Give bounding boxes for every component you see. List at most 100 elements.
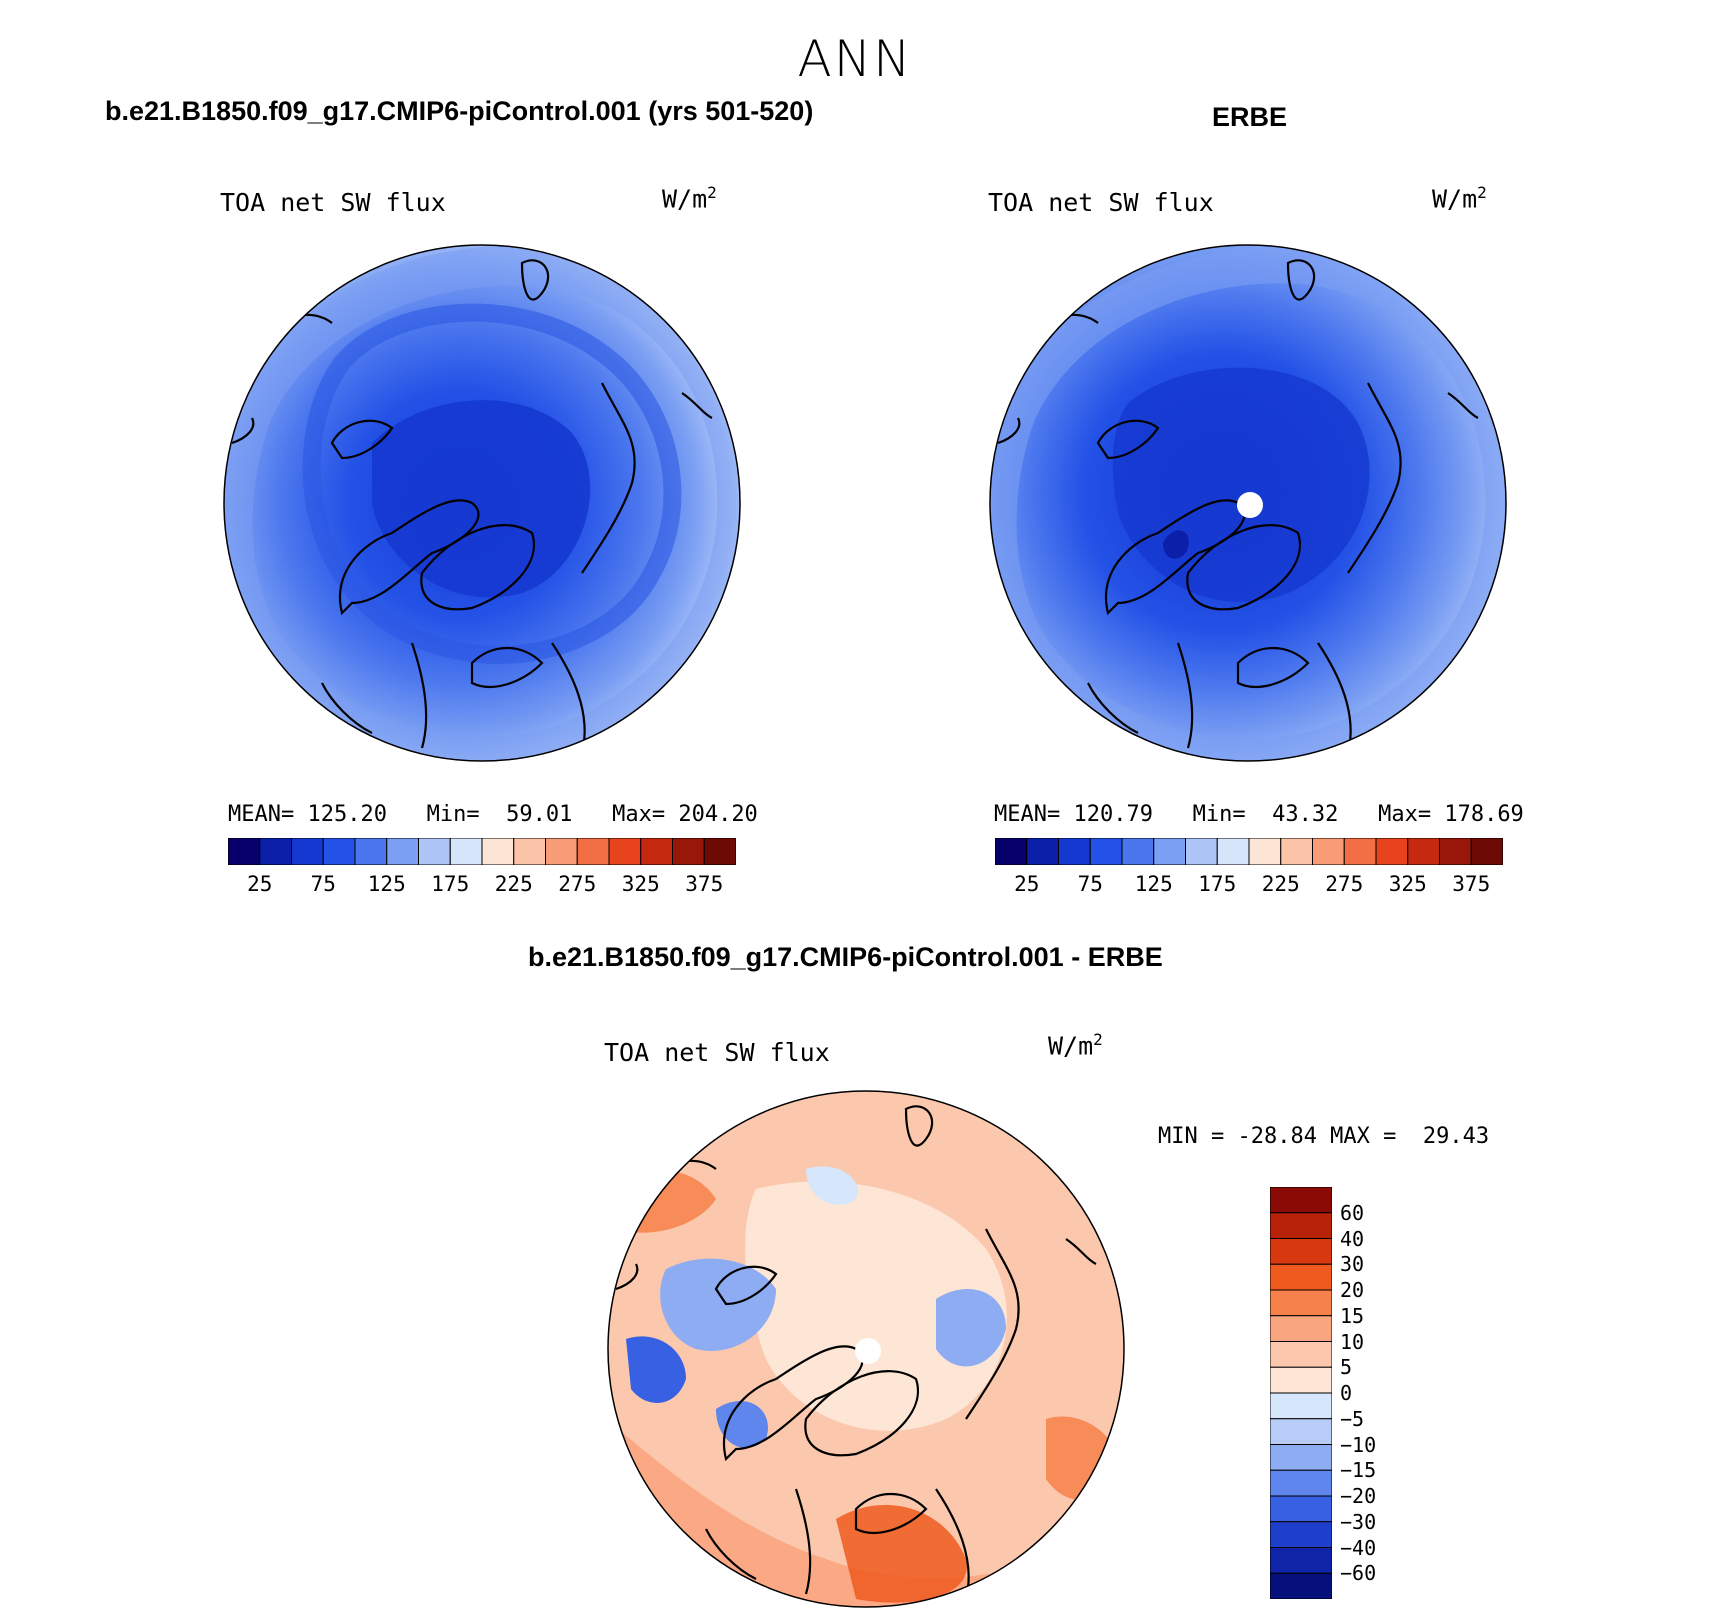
panel3-stats: MIN = -28.84 MAX = 29.43	[1158, 1124, 1490, 1149]
colorbar-swatch	[228, 838, 261, 865]
panel3-units: W/m2	[1048, 1030, 1103, 1061]
panel3-colorbar	[1270, 1187, 1332, 1599]
colorbar-swatch	[1153, 838, 1186, 865]
colorbar-swatch	[1270, 1392, 1332, 1420]
colorbar-swatch	[1270, 1469, 1332, 1497]
colorbar-swatch	[1439, 838, 1472, 865]
panel2-case-title: ERBE	[1212, 102, 1288, 132]
colorbar-swatch	[1270, 1289, 1332, 1317]
panel1-variable-label: TOA net SW flux	[220, 188, 446, 217]
panel3-negative-greenland	[716, 1400, 768, 1448]
panel2-pole-gap	[1237, 492, 1263, 518]
colorbar-swatch	[418, 838, 451, 865]
panel2-contour-min	[1163, 530, 1189, 559]
colorbar-swatch	[1270, 1212, 1332, 1239]
panel3-case-title: b.e21.B1850.f09_g17.CMIP6-piControl.001 …	[528, 942, 1163, 972]
panel1-coastlines	[231, 259, 713, 754]
figure-title: ANN	[797, 30, 913, 88]
colorbar-swatch	[1312, 838, 1345, 865]
panel2-variable-label: TOA net SW flux	[988, 188, 1214, 217]
colorbar-swatch	[513, 838, 546, 865]
panel1-units: W/m2	[662, 183, 717, 214]
colorbar-swatch	[386, 838, 419, 865]
panel3-variable-label: TOA net SW flux	[604, 1038, 830, 1067]
colorbar-tick-label: 75	[310, 872, 336, 896]
colorbar-swatch	[703, 838, 736, 865]
colorbar-swatch	[1270, 1187, 1332, 1214]
colorbar-swatch	[1121, 838, 1155, 865]
colorbar-tick-label: 175	[1198, 872, 1237, 896]
colorbar-swatch	[1270, 1547, 1332, 1574]
panel1-map-border	[223, 244, 741, 762]
colorbar-tick-label: 40	[1340, 1226, 1365, 1251]
colorbar-swatch	[449, 838, 483, 865]
colorbar-tick-label: 175	[431, 872, 470, 896]
colorbar-tick-label: 375	[685, 872, 724, 896]
panel1-case-title: b.e21.B1850.f09_g17.CMIP6-piControl.001 …	[105, 96, 814, 126]
colorbar-tick-label: 25	[247, 872, 273, 896]
colorbar-tick-label: 20	[1340, 1278, 1365, 1302]
colorbar-tick-label: −20	[1340, 1484, 1377, 1508]
colorbar-swatch	[640, 838, 673, 865]
colorbar-tick-label: 275	[1325, 872, 1364, 896]
panel2-colorbar	[995, 838, 1503, 865]
colorbar-swatch	[1270, 1572, 1332, 1599]
panel3-negative-east	[936, 1289, 1006, 1367]
colorbar-swatch	[1470, 838, 1503, 865]
colorbar-swatch	[995, 838, 1028, 865]
colorbar-swatch	[1407, 838, 1440, 865]
colorbar-tick-label: −15	[1340, 1458, 1377, 1483]
panel3-colorbar-ticks: 60 40 30 20 15 10 5 0 −5 −10 −15 −20 −30 −40 −60	[1340, 1187, 1460, 1599]
colorbar-swatch	[1216, 838, 1250, 865]
panel1-stats: MEAN= 125.20 Min= 59.01 Max= 204.20	[228, 802, 758, 827]
panel3-slight-negative	[806, 1166, 858, 1205]
panel2-stats: MEAN= 120.79 Min= 43.32 Max= 178.69	[994, 802, 1524, 827]
colorbar-tick-label: 125	[367, 872, 406, 896]
colorbar-tick-label: −40	[1340, 1535, 1377, 1560]
colorbar-swatch	[354, 838, 388, 865]
panel2-polar-map	[989, 244, 1507, 762]
panel1-contour-core	[372, 400, 591, 598]
colorbar-tick-label: 25	[1014, 872, 1040, 896]
panel1-colorbar-ticks: 25 75 125 175 225 275 325 375	[0, 872, 1710, 902]
colorbar-swatch	[576, 838, 610, 865]
panel1-polar-map	[223, 244, 741, 762]
colorbar-tick-label: 0	[1340, 1381, 1353, 1405]
colorbar-tick-label: 275	[558, 872, 597, 896]
panel2-colorbar-ticks: 25 75 125 175 225 275 325 375	[0, 872, 1710, 902]
colorbar-tick-label: −10	[1340, 1432, 1377, 1457]
panel3-strong-negative	[626, 1336, 686, 1403]
colorbar-tick-label: 15	[1340, 1303, 1365, 1328]
colorbar-swatch	[1270, 1495, 1332, 1523]
colorbar-swatch	[1185, 838, 1218, 865]
colorbar-swatch	[259, 838, 292, 865]
colorbar-tick-label: 10	[1340, 1329, 1365, 1354]
colorbar-swatch	[1280, 838, 1313, 865]
colorbar-swatch	[1270, 1444, 1332, 1471]
colorbar-swatch	[545, 838, 578, 865]
colorbar-tick-label: 5	[1340, 1355, 1353, 1380]
panel1-contour-ring	[302, 303, 682, 664]
colorbar-tick-label: 225	[494, 872, 533, 896]
colorbar-swatch	[1058, 838, 1091, 865]
panel3-polar-map	[607, 1090, 1125, 1608]
colorbar-swatch	[1270, 1315, 1332, 1342]
colorbar-tick-label: −5	[1340, 1406, 1365, 1431]
colorbar-tick-label: 225	[1261, 872, 1300, 896]
colorbar-swatch	[1343, 838, 1377, 865]
panel3-negative-west	[660, 1258, 776, 1351]
colorbar-tick-label: 75	[1077, 872, 1103, 896]
colorbar-swatch	[1375, 838, 1409, 865]
colorbar-swatch	[322, 838, 356, 865]
colorbar-swatch	[1270, 1366, 1332, 1394]
colorbar-swatch	[1270, 1418, 1332, 1445]
colorbar-swatch	[1270, 1521, 1332, 1548]
colorbar-swatch	[608, 838, 642, 865]
colorbar-tick-label: −30	[1340, 1509, 1377, 1534]
colorbar-swatch	[1026, 838, 1059, 865]
panel3-strong-positive	[836, 1504, 967, 1603]
colorbar-tick-label: 125	[1134, 872, 1173, 896]
panel3-positive-south	[608, 1419, 1124, 1607]
colorbar-tick-label: 375	[1452, 872, 1491, 896]
colorbar-swatch	[1270, 1341, 1332, 1368]
